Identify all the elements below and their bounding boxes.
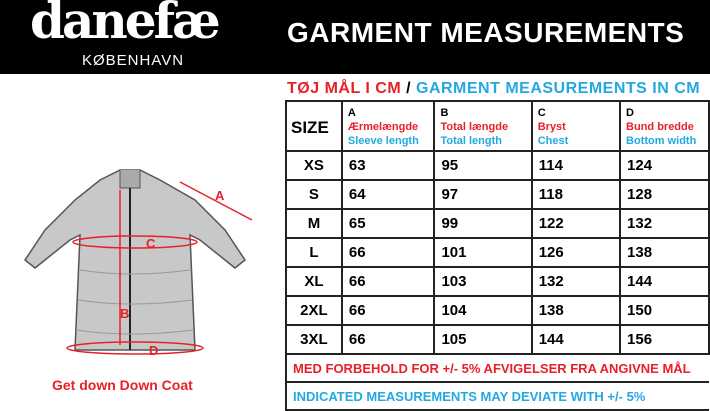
measurement-cell: 66 [340, 295, 436, 326]
subtitle-danish: TØJ MÅL I CM [287, 80, 402, 97]
column-danish: Total længde [440, 121, 509, 133]
size-cell: S [285, 179, 343, 210]
column-english: Bottom width [626, 135, 697, 147]
size-cell: M [285, 208, 343, 239]
column-english: Chest [537, 135, 569, 147]
label-a: A [215, 188, 225, 203]
measurement-cell: 122 [530, 208, 622, 239]
table-header-row: SIZE A Ærmelængde Sleeve length B Total læn… [285, 100, 710, 152]
measurement-cell: 144 [619, 266, 710, 297]
measurement-cell: 144 [530, 324, 622, 355]
measurement-cell: 99 [433, 208, 533, 239]
measurement-cell: 63 [340, 150, 436, 181]
measurement-cell: 150 [619, 295, 710, 326]
table-row: 2XL 66 104 138 150 [285, 295, 710, 326]
column-code: C [537, 107, 546, 119]
size-cell: 3XL [285, 324, 343, 355]
subtitle-separator: / [401, 80, 416, 97]
note-english: INDICATED MEASUREMENTS MAY DEVIATE WITH … [285, 381, 709, 411]
measurement-cell: 138 [619, 237, 710, 268]
note-danish: MED FORBEHOLD FOR +/- 5% AFVIGELSER FRA … [285, 353, 709, 383]
column-english: Sleeve length [347, 135, 419, 147]
table-row: S 64 97 118 128 [285, 179, 710, 210]
column-danish: Bryst [537, 121, 566, 133]
column-danish: Ærmelængde [347, 121, 419, 133]
table-row: XL 66 103 132 144 [285, 266, 710, 297]
column-danish: Bund bredde [626, 121, 694, 133]
measurement-cell: 126 [530, 237, 622, 268]
label-b: B [120, 306, 129, 321]
table-row: XS 63 95 114 124 [285, 150, 710, 181]
size-cell: XL [285, 266, 343, 297]
brand-logo: danefæ [30, 0, 221, 50]
measurement-cell: 66 [340, 324, 436, 355]
measurement-cell: 156 [619, 324, 710, 355]
subtitle-english: GARMENT MEASUREMENTS IN CM [416, 80, 701, 97]
product-caption: Get down Down Coat [52, 377, 193, 393]
column-code: A [347, 107, 356, 119]
column-header-c: C Bryst Chest [530, 100, 622, 152]
size-header: SIZE [285, 100, 343, 152]
measurement-cell: 101 [433, 237, 533, 268]
column-header-b: B Total længde Total length [433, 100, 533, 152]
measurement-cell: 114 [530, 150, 622, 181]
size-cell: L [285, 237, 343, 268]
brand-subtitle: KØBENHAVN [82, 52, 185, 69]
header-bar: danefæ KØBENHAVN GARMENT MEASUREMENTS [0, 0, 710, 74]
measurement-cell: 97 [433, 179, 533, 210]
note-row-danish: MED FORBEHOLD FOR +/- 5% AFVIGELSER FRA … [285, 353, 709, 383]
table-row: M 65 99 122 132 [285, 208, 710, 239]
measurement-cell: 64 [340, 179, 436, 210]
size-cell: 2XL [285, 295, 343, 326]
label-d: D [149, 343, 158, 358]
size-table: SIZE A Ærmelængde Sleeve length B Total læn… [285, 100, 710, 411]
column-english: Total length [440, 135, 502, 147]
table-row: 3XL 66 105 144 156 [285, 324, 710, 355]
page-title: GARMENT MEASUREMENTS [287, 17, 685, 48]
table-row: L 66 101 126 138 [285, 237, 710, 268]
measurement-cell: 103 [433, 266, 533, 297]
measurement-cell: 105 [433, 324, 533, 355]
measurement-cell: 132 [530, 266, 622, 297]
measurement-cell: 66 [340, 237, 436, 268]
column-code: D [626, 107, 634, 119]
coat-illustration: A B C D [23, 169, 253, 358]
label-c: C [146, 236, 156, 251]
measurement-cell: 66 [340, 266, 436, 297]
column-code: B [440, 107, 449, 119]
measurement-cell: 124 [619, 150, 710, 181]
measurement-cell: 104 [433, 295, 533, 326]
column-header-a: A Ærmelængde Sleeve length [340, 100, 436, 152]
measurement-cell: 65 [340, 208, 436, 239]
size-cell: XS [285, 150, 343, 181]
measurement-cell: 128 [619, 179, 710, 210]
measurement-cell: 138 [530, 295, 622, 326]
measurement-cell: 95 [433, 150, 533, 181]
measurement-cell: 132 [619, 208, 710, 239]
column-header-d: D Bund bredde Bottom width [619, 100, 710, 152]
measurement-cell: 118 [530, 179, 622, 210]
table-subtitle: TØJ MÅL I CM / GARMENT MEASUREMENTS IN C… [287, 79, 700, 98]
note-row-english: INDICATED MEASUREMENTS MAY DEVIATE WITH … [285, 381, 709, 411]
